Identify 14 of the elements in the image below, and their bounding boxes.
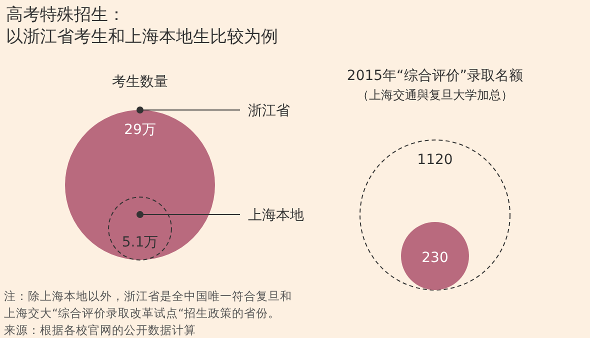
text: 高考特殊招生： <box>6 5 125 25</box>
text: 上海交大“综合评价录取改革试点“招生政策的省份。 <box>4 306 280 320</box>
text: 注：除上海本地以外，浙江省是全中国唯一符合复旦和 <box>4 289 292 303</box>
category-label: 浙江省 <box>248 103 290 119</box>
data-label: 29万 <box>124 122 156 138</box>
text: 考生数量 <box>112 74 168 90</box>
category-label: 上海本地 <box>248 208 304 224</box>
data-label: 1120 <box>417 152 453 168</box>
text: （上海交通與复旦大学加总） <box>357 88 513 102</box>
data-label: 5.1万 <box>122 234 158 251</box>
source-note: 来源：根据各校官网的公开数据计算 <box>4 323 196 337</box>
text: 以浙江省考生和上海本地生比较为例 <box>6 27 278 47</box>
data-label: 230 <box>422 250 448 266</box>
text: 2015年“综合评价”录取名额 <box>346 68 524 84</box>
